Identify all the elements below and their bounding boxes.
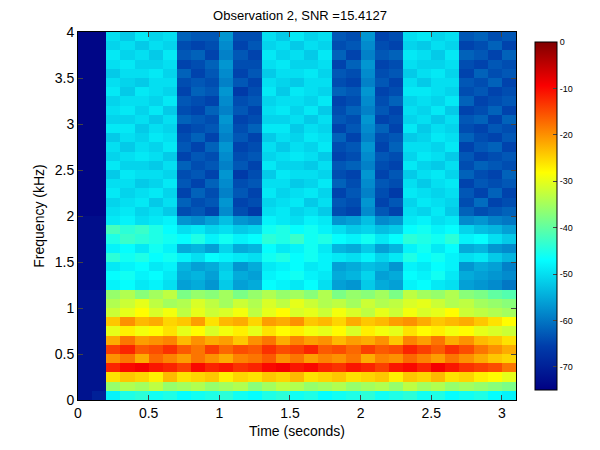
svg-text:1: 1 [66,300,74,316]
svg-text:-70: -70 [560,362,573,372]
svg-text:3: 3 [498,405,506,421]
svg-text:1: 1 [215,405,223,421]
svg-text:1.5: 1.5 [55,254,75,270]
svg-text:-30: -30 [560,176,573,186]
svg-text:0.5: 0.5 [55,346,75,362]
svg-text:-20: -20 [560,130,573,140]
svg-text:2.5: 2.5 [421,405,441,421]
svg-text:0.5: 0.5 [139,405,159,421]
svg-text:2.5: 2.5 [55,162,75,178]
svg-text:-10: -10 [560,84,573,94]
svg-text:2: 2 [357,405,365,421]
svg-text:3: 3 [66,116,74,132]
svg-text:2: 2 [66,208,74,224]
svg-text:3.5: 3.5 [55,70,75,86]
svg-text:4: 4 [66,24,74,40]
svg-text:Time (seconds): Time (seconds) [249,423,345,439]
svg-text:Frequency (kHz): Frequency (kHz) [31,164,47,267]
svg-text:0: 0 [560,37,565,47]
svg-text:Observation 2, SNR =15.4127: Observation 2, SNR =15.4127 [213,8,387,23]
svg-text:0: 0 [74,405,82,421]
svg-text:-50: -50 [560,269,573,279]
svg-text:-40: -40 [560,223,573,233]
svg-text:0: 0 [66,392,74,408]
svg-text:-60: -60 [560,316,573,326]
svg-text:1.5: 1.5 [280,405,300,421]
